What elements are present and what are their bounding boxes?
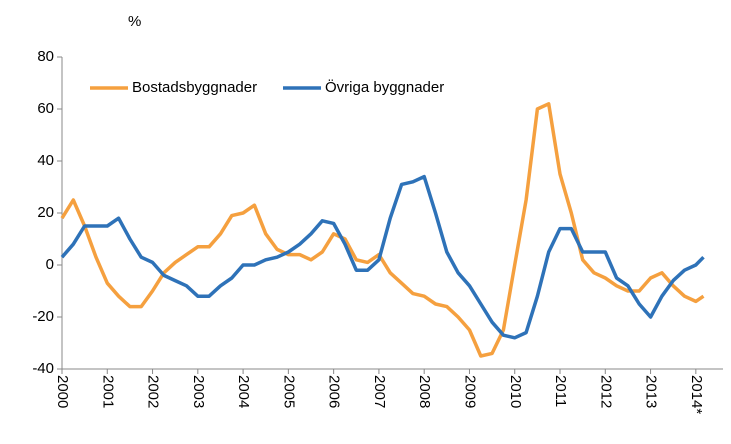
y-tick-label: 40 [37, 152, 54, 169]
y-tick-label: 80 [37, 48, 54, 65]
x-tick-label: 2004 [235, 375, 252, 408]
series-line [60, 102, 705, 358]
y-tick-label: -20 [32, 308, 54, 325]
y-tick-label: 20 [37, 204, 54, 221]
x-tick-label: 2000 [54, 375, 71, 408]
x-tick-label: 2005 [280, 375, 297, 408]
x-tick-label: 2002 [145, 375, 162, 408]
x-tick-label: 2009 [461, 375, 478, 408]
legend-label: Övriga byggnader [325, 78, 444, 96]
y-tick-label: 60 [37, 100, 54, 117]
x-tick-label: 2012 [597, 375, 614, 408]
x-tick-label: 2008 [416, 375, 433, 408]
x-tick-label: 2013 [643, 375, 660, 408]
x-tick-label: 2014* [688, 375, 705, 414]
x-tick-label: 2007 [371, 375, 388, 408]
x-tick-label: 2001 [99, 375, 116, 408]
series-line [60, 174, 705, 340]
x-tick-label: 2003 [190, 375, 207, 408]
unit-label: % [128, 13, 141, 30]
y-tick-label: 0 [46, 256, 54, 273]
x-tick-label: 2011 [552, 375, 569, 407]
x-tick-label: 2010 [507, 375, 524, 408]
x-tick-label: 2006 [326, 375, 343, 408]
y-tick-label: -40 [32, 360, 54, 377]
legend-label: Bostadsbyggnader [132, 79, 257, 96]
